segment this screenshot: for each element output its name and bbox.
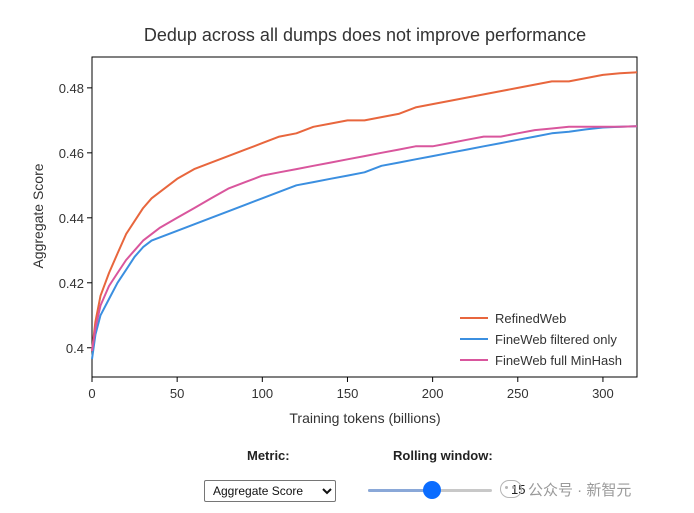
x-axis-label: Training tokens (billions) [289, 410, 440, 426]
y-tick-label: 0.46 [59, 146, 84, 161]
watermark-text: 公众号 · 新智元 [528, 481, 632, 499]
line-chart: Dedup across all dumps does not improve … [30, 25, 638, 426]
y-axis-label: Aggregate Score [30, 163, 46, 268]
legend: RefinedWeb FineWeb filtered only FineWeb f… [460, 311, 622, 368]
rolling-window-label: Rolling window: [393, 448, 493, 463]
series-line-fineweb-filtered-only [91, 125, 638, 360]
controls-bar: Metric: Rolling window: Aggregate Score … [0, 440, 694, 513]
watermark: 公众号 · 新智元 [500, 477, 631, 501]
chart-title: Dedup across all dumps does not improve … [144, 25, 586, 45]
y-tick-label: 0.44 [59, 211, 84, 226]
x-tick-label: 150 [337, 386, 359, 401]
rolling-window-slider-fill [368, 489, 433, 492]
x-tick-label: 250 [507, 386, 529, 401]
x-tick-label: 300 [592, 386, 614, 401]
wechat-icon [500, 480, 522, 498]
legend-label-fineweb-filtered-only: FineWeb filtered only [495, 332, 617, 347]
legend-label-refinedweb: RefinedWeb [495, 311, 566, 326]
rolling-window-slider-thumb[interactable] [423, 481, 442, 499]
series-line-fineweb-full-minhash [91, 125, 638, 352]
metric-label: Metric: [247, 448, 290, 463]
y-tick-label: 0.4 [66, 341, 84, 356]
x-tick-label: 200 [422, 386, 444, 401]
series-lines [91, 71, 638, 360]
x-tick-label: 0 [88, 386, 95, 401]
series-line-refinedweb [91, 71, 638, 352]
x-axis: 0 50 100 150 200 250 300 [88, 377, 614, 401]
x-tick-label: 100 [251, 386, 273, 401]
y-tick-label: 0.48 [59, 81, 84, 96]
y-tick-label: 0.42 [59, 276, 84, 291]
metric-select[interactable]: Aggregate Score [204, 480, 336, 502]
plot-area-frame [91, 56, 638, 378]
x-tick-label: 50 [170, 386, 184, 401]
y-axis: 0.4 0.42 0.44 0.46 0.48 [59, 81, 92, 356]
legend-label-fineweb-full-minhash: FineWeb full MinHash [495, 353, 622, 368]
